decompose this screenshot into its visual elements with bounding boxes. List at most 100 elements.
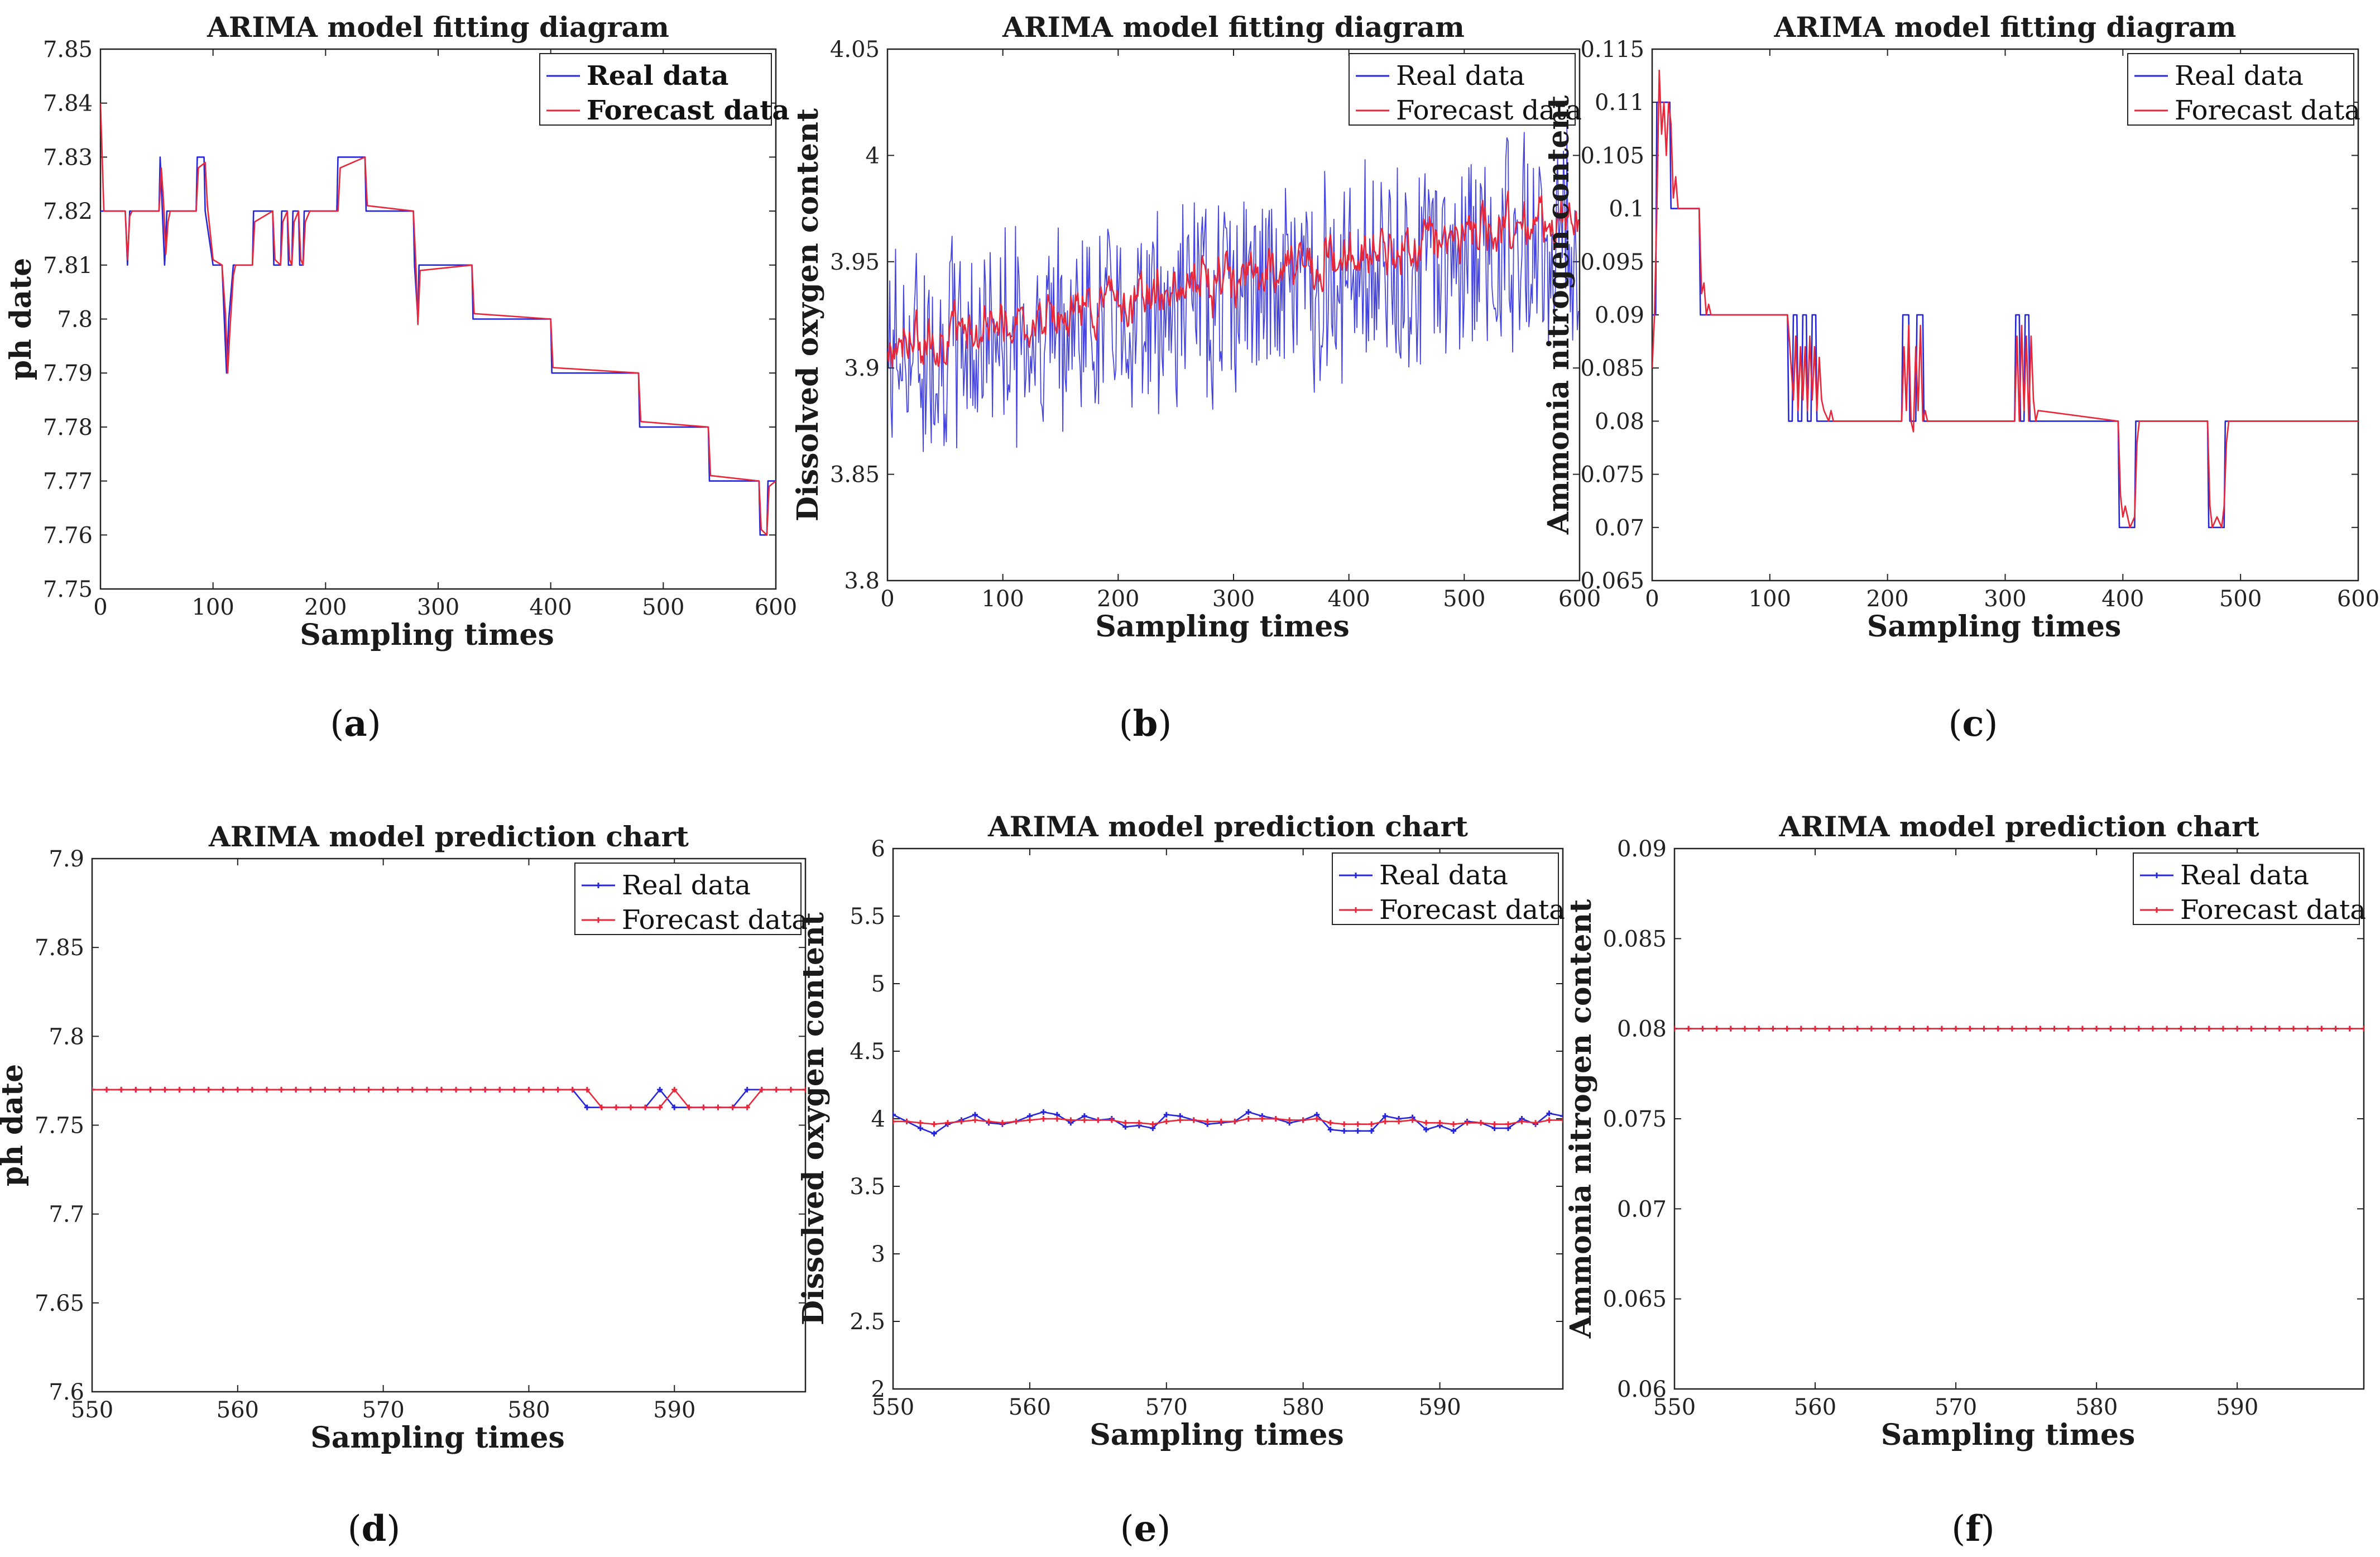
y-tick-label: 7.85: [35, 935, 84, 961]
real-data-point: [1245, 1109, 1251, 1115]
y-tick-label: 3.95: [830, 250, 880, 275]
x-tick-label: 590: [1418, 1395, 1461, 1420]
y-tick-label: 7.79: [43, 361, 93, 386]
y-tick-label: 7.6: [49, 1379, 84, 1405]
y-tick-label: 3.8: [844, 568, 880, 594]
y-tick-label: 0.07: [1617, 1196, 1667, 1222]
forecast-data-point: [2094, 1026, 2100, 1032]
forecast-data-point: [788, 1086, 794, 1093]
panel-caption: (b): [1119, 703, 1172, 745]
forecast-data-point: [1341, 1121, 1347, 1127]
forecast-data-point: [1245, 1116, 1251, 1122]
forecast-data-point: [2361, 1026, 2364, 1032]
forecast-data-point: [2319, 1026, 2325, 1032]
forecast-data-point: [1533, 1120, 1539, 1126]
real-data-point: [1163, 1112, 1169, 1118]
forecast-data-point: [1491, 1121, 1498, 1127]
forecast-data-point: [1191, 1117, 1197, 1123]
real-data-point: [1546, 1110, 1552, 1117]
forecast-data-point: [1714, 1026, 1720, 1032]
forecast-data-point: [1770, 1026, 1776, 1032]
forecast-data-point: [1840, 1026, 1846, 1032]
chart-title: ARIMA model fitting diagram: [207, 11, 669, 44]
legend-real-label: Real data: [1396, 60, 1525, 92]
x-tick-label: 0: [93, 595, 107, 620]
legend-real-label: Real data: [1379, 860, 1508, 891]
forecast-data-point: [2220, 1026, 2226, 1032]
forecast-data-point: [2192, 1026, 2198, 1032]
real-data-point: [1451, 1128, 1457, 1134]
forecast-data-point: [1287, 1117, 1293, 1123]
forecast-data-point: [642, 1104, 649, 1110]
y-tick-label: 0.075: [1602, 1106, 1667, 1132]
x-axis-label: Sampling times: [1867, 610, 2122, 644]
forecast-data-point: [1081, 1117, 1087, 1123]
forecast-data-point: [1409, 1117, 1415, 1123]
y-tick-label: 4: [871, 1106, 885, 1132]
forecast-data-point: [2108, 1026, 2114, 1032]
legend-box: [2133, 852, 2360, 925]
x-tick-label: 580: [1282, 1395, 1325, 1420]
forecast-data-point: [1273, 1116, 1279, 1122]
y-axis-label: Ammonia nitrogen content: [1564, 899, 1598, 1339]
y-tick-label: 4.05: [830, 37, 880, 63]
forecast-data-point: [759, 1086, 765, 1093]
x-axis-label: Sampling times: [300, 618, 554, 652]
forecast-data-point: [1451, 1121, 1457, 1127]
forecast-data-point: [191, 1086, 197, 1093]
forecast-data-point: [1177, 1117, 1183, 1123]
forecast-data-point: [2276, 1026, 2282, 1032]
forecast-data-point: [730, 1104, 736, 1110]
forecast-data-point: [773, 1086, 779, 1093]
series-group: [1652, 69, 2358, 529]
forecast-data-point: [2079, 1026, 2085, 1032]
plot-area: [1673, 847, 2365, 1390]
x-axis-label: Sampling times: [310, 1421, 565, 1455]
y-tick-label: 0.065: [1580, 568, 1644, 594]
forecast-data-point: [468, 1086, 474, 1093]
y-tick-label: 0.11: [1595, 90, 1644, 116]
forecast-data-point: [671, 1086, 678, 1093]
forecast-data-point: [263, 1086, 270, 1093]
x-tick-label: 600: [1558, 586, 1601, 612]
real-data-point: [671, 1104, 678, 1110]
forecast-data-point: [613, 1104, 619, 1110]
forecast-data-point: [931, 1121, 937, 1127]
forecast-data-point: [162, 1086, 168, 1093]
x-tick-label: 0: [1645, 586, 1659, 612]
series-group: [92, 1086, 805, 1110]
forecast-data-point: [482, 1086, 488, 1093]
real-data-point: [1040, 1109, 1047, 1115]
forecast-data-point: [1423, 1120, 1429, 1126]
x-axis-label: Sampling times: [1095, 610, 1350, 644]
x-tick-label: 570: [1935, 1395, 1977, 1420]
forecast-data-point: [1854, 1026, 1860, 1032]
panel-d: 550 560 570 580 590 7.6 7.65 7.7 7.75 7.8 7.85 7.9 A…: [0, 820, 808, 1550]
forecast-data-point: [958, 1118, 965, 1124]
forecast-data-point: [1826, 1026, 1832, 1032]
y-tick-label: 6: [871, 836, 885, 862]
forecast-data-point: [1109, 1117, 1115, 1123]
forecast-data-point: [351, 1086, 357, 1093]
forecast-data-point: [598, 1104, 604, 1110]
y-tick-label: 7.83: [43, 145, 93, 170]
x-tick-label: 560: [1009, 1395, 1051, 1420]
y-tick-label: 5: [871, 971, 885, 997]
real-data-point: [917, 1125, 923, 1131]
series-group: [893, 1109, 1563, 1137]
forecast-data-point: [2290, 1026, 2296, 1032]
forecast-data-point: [1883, 1026, 1889, 1032]
forecast-data-point: [438, 1086, 444, 1093]
y-tick-label: 7.84: [43, 91, 93, 117]
forecast-data-point: [744, 1104, 750, 1110]
forecast-data-point: [986, 1118, 992, 1124]
y-tick-label: 7.81: [43, 253, 93, 279]
forecast-data-point: [2065, 1026, 2071, 1032]
forecast-data-point: [2206, 1026, 2212, 1032]
y-axis-label: Ammonia nitrogen content: [1542, 95, 1576, 535]
forecast-data-point: [1327, 1120, 1333, 1126]
panel-caption: (f): [1951, 1508, 1994, 1550]
